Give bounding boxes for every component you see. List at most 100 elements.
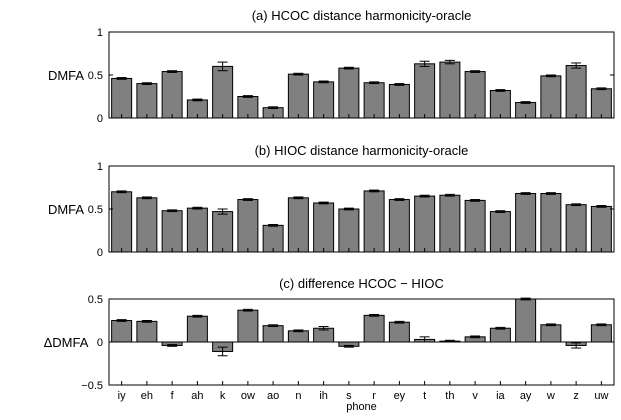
error-bar-ih (318, 326, 329, 331)
x-tick-label-w: w (546, 390, 555, 402)
bar-w (540, 75, 562, 119)
bar-ey (388, 83, 410, 119)
bar-ia (489, 211, 511, 253)
error-bar-uw (596, 323, 607, 327)
x-tick-label-v: v (472, 390, 478, 402)
bar-ah (186, 207, 208, 253)
error-bar-ey (394, 198, 405, 201)
y-tick-label: 1 (97, 161, 103, 173)
bar-iy (111, 77, 133, 119)
error-bar-r (369, 189, 380, 193)
y-axis-label: DMFA (48, 202, 84, 217)
y-axis-label: ΔDMFA (44, 335, 89, 350)
error-bar-k (217, 346, 228, 357)
bar-iy (111, 320, 133, 343)
error-bar-f (167, 70, 178, 73)
chart-title: (a) HCOC distance harmonicity-oracle (252, 8, 472, 23)
error-bar-ay (520, 101, 531, 104)
x-tick-label-ia: ia (496, 390, 505, 402)
bar-v (464, 199, 486, 253)
bar-ay (515, 193, 537, 253)
x-tick-label-z: z (573, 390, 579, 402)
x-axis-label: phone (346, 401, 377, 413)
error-bar-ah (192, 98, 203, 102)
bar-n (287, 73, 309, 119)
bar-w (540, 193, 562, 253)
error-bar-k (217, 208, 228, 215)
error-bar-n (293, 196, 304, 200)
error-bar-eh (141, 82, 152, 85)
bar-th (439, 61, 461, 119)
error-bar-t (419, 194, 430, 198)
error-bar-ow (242, 308, 253, 312)
y-axis-label: DMFA (48, 68, 84, 83)
y-tick-label: 0 (97, 113, 103, 125)
bar-ow (237, 199, 259, 253)
y-tick-label: 0.5 (88, 294, 103, 306)
chart-panel-2: (c) difference HCOC − HIOC ΔDMFA −0.5 0 0.5 i… (44, 276, 615, 402)
error-bar-ow (242, 198, 253, 201)
x-tick-label-ao: ao (267, 390, 279, 402)
y-tick-label: 0 (97, 337, 103, 349)
bar-th (439, 194, 461, 253)
x-tick-label-n: n (295, 390, 301, 402)
error-bar-v (470, 70, 481, 73)
error-bar-ow (242, 95, 253, 98)
error-bar-ah (192, 314, 203, 318)
x-tick-label-ow: ow (241, 390, 255, 402)
x-tick-label-ay: ay (520, 390, 532, 402)
error-bar-s (343, 207, 354, 211)
error-bar-v (470, 335, 481, 339)
bar-z (565, 204, 587, 253)
chart-title: (c) difference HCOC − HIOC (279, 276, 444, 291)
error-bar-z (571, 62, 582, 69)
bar-uw (590, 205, 612, 253)
error-bar-iy (116, 319, 127, 322)
x-tick-label-th: th (445, 390, 454, 402)
x-tick-label-uw: uw (594, 390, 608, 402)
bar-n (287, 330, 309, 343)
bar-iy (111, 191, 133, 253)
bar-w (540, 324, 562, 343)
bar-eh (136, 320, 158, 343)
bar-f (161, 210, 183, 253)
chart-title: (b) HIOC distance harmonicity-oracle (255, 143, 469, 158)
bar-k (212, 65, 234, 119)
axes-frame (108, 31, 615, 119)
error-bar-ao (268, 324, 279, 328)
y-tick-label: 0.5 (88, 204, 103, 216)
error-bar-ao (268, 106, 279, 110)
error-bar-s (343, 344, 354, 348)
bar-eh (136, 83, 158, 119)
error-bar-ia (495, 326, 506, 330)
bar-s (338, 208, 360, 253)
error-bar-iy (116, 190, 127, 194)
x-tick-label-iy: iy (118, 390, 126, 402)
bar-ay (515, 298, 537, 343)
bar-ey (388, 321, 410, 343)
error-bar-iy (116, 77, 127, 80)
error-bar-z (571, 203, 582, 207)
bar-ih (313, 202, 335, 253)
error-bar-th (444, 193, 455, 197)
bar-ia (489, 327, 511, 343)
bar-t (414, 195, 436, 253)
bar-t (414, 63, 436, 119)
y-tick-label: 1 (97, 27, 103, 39)
bar-k (212, 211, 234, 253)
bar-r (363, 82, 385, 119)
error-bar-n (293, 72, 304, 76)
error-bar-z (571, 342, 582, 349)
bar-f (161, 71, 183, 119)
bar-ah (186, 315, 208, 343)
error-bar-ih (318, 201, 329, 205)
error-bar-t (419, 60, 430, 67)
bar-ih (313, 81, 335, 119)
x-tick-label-eh: eh (141, 390, 153, 402)
error-bar-eh (141, 320, 152, 323)
error-bar-v (470, 199, 481, 202)
error-bar-w (545, 74, 556, 78)
x-tick-label-t: t (423, 390, 426, 402)
